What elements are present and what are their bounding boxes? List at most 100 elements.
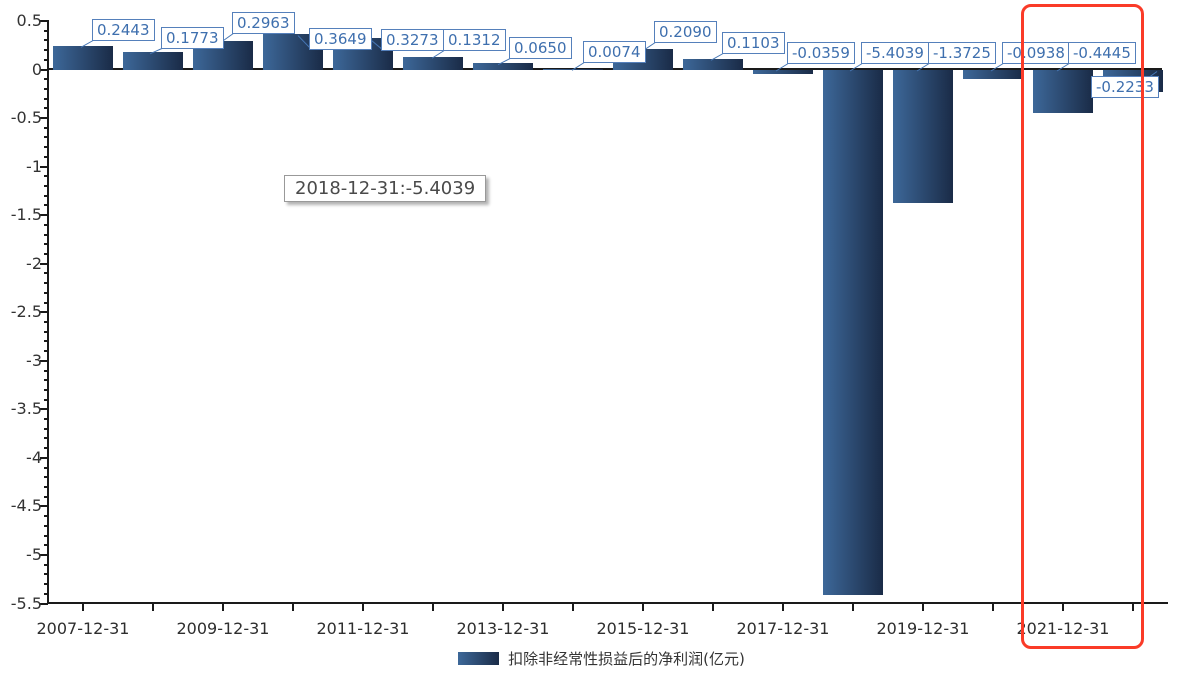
value-label: 0.0074: [583, 41, 646, 63]
y-tick: [40, 262, 48, 265]
value-label: 0.3649: [309, 28, 372, 50]
y-tick: [40, 19, 48, 22]
x-axis-tick-label: 2013-12-31: [456, 619, 550, 638]
bar[interactable]: [53, 45, 113, 71]
value-label: 0.2963: [232, 12, 295, 34]
y-tick: [44, 39, 48, 42]
y-tick: [44, 136, 48, 139]
bar[interactable]: [123, 52, 183, 71]
y-tick: [44, 291, 48, 294]
bar[interactable]: [823, 70, 883, 595]
y-axis-tick-label: -5: [26, 545, 42, 564]
x-axis-tick-label: 2007-12-31: [36, 619, 130, 638]
y-tick: [44, 58, 48, 61]
y-tick: [44, 573, 48, 576]
y-tick: [44, 175, 48, 178]
y-tick: [44, 126, 48, 129]
y-tick: [44, 185, 48, 188]
value-label: 0.3273: [381, 29, 444, 51]
x-axis-tick-label: 2009-12-31: [176, 619, 270, 638]
y-axis-tick-label: -4.5: [10, 496, 42, 516]
bar[interactable]: [473, 63, 533, 71]
y-tick: [44, 369, 48, 372]
bar[interactable]: [543, 68, 603, 71]
bar[interactable]: [403, 56, 463, 71]
legend[interactable]: 扣除非经常性损益后的净利润(亿元): [0, 648, 1203, 669]
value-label: 0.1103: [722, 32, 785, 54]
y-tick: [44, 155, 48, 158]
y-tick: [44, 476, 48, 479]
y-axis-tick-label: -3: [26, 350, 42, 370]
x-tick: [852, 603, 854, 611]
y-tick: [44, 320, 48, 323]
x-tick: [922, 603, 924, 611]
x-tick: [362, 603, 364, 611]
y-tick: [44, 350, 48, 353]
tooltip: 2018-12-31:-5.4039: [284, 175, 487, 202]
value-label: -0.0938: [1002, 42, 1070, 64]
y-tick: [40, 602, 48, 605]
y-tick: [40, 554, 48, 556]
x-axis-line: [47, 602, 1168, 604]
x-axis-tick-label: 2015-12-31: [596, 619, 690, 638]
x-tick: [782, 603, 784, 611]
x-tick: [292, 603, 294, 611]
y-tick: [44, 223, 48, 226]
x-tick: [222, 603, 224, 611]
value-label: -0.0359: [787, 42, 855, 64]
bar[interactable]: [753, 70, 813, 74]
y-tick: [44, 107, 48, 110]
y-tick: [40, 408, 48, 411]
bar[interactable]: [963, 70, 1023, 80]
y-tick: [44, 29, 48, 32]
y-axis-tick-label: -3.5: [10, 399, 42, 419]
x-tick: [572, 603, 574, 611]
y-tick: [44, 97, 48, 100]
y-tick: [44, 204, 48, 207]
y-axis-tick-label: -2: [26, 253, 42, 273]
y-tick: [44, 524, 48, 527]
y-axis-tick-label: 0.5: [16, 10, 42, 30]
y-tick: [44, 146, 48, 149]
y-tick: [44, 330, 48, 333]
x-tick: [152, 603, 154, 611]
x-axis-tick-label: 2017-12-31: [736, 619, 830, 638]
y-axis-tick-label: -0.5: [10, 108, 42, 128]
x-tick: [82, 603, 84, 611]
y-axis-tick-label: -1: [26, 156, 42, 176]
zero-line: [48, 68, 1162, 70]
value-label: -0.2233: [1091, 76, 1159, 98]
y-tick: [44, 563, 48, 566]
y-tick: [40, 311, 48, 314]
y-tick: [44, 49, 48, 52]
y-tick: [40, 359, 48, 362]
y-axis-tick-label: -1.5: [10, 205, 42, 225]
x-tick: [1132, 603, 1134, 611]
y-axis-tick-label: -5.5: [10, 593, 42, 613]
y-tick: [44, 282, 48, 285]
x-tick: [992, 603, 994, 611]
bar[interactable]: [893, 70, 953, 204]
y-tick: [44, 87, 48, 90]
y-axis-tick-label: 0: [31, 59, 42, 79]
x-tick: [712, 603, 714, 611]
bar[interactable]: [683, 58, 743, 71]
y-axis-line: [47, 20, 49, 603]
y-tick: [44, 379, 48, 382]
legend-swatch-icon: [458, 652, 500, 665]
y-tick: [44, 301, 48, 304]
y-tick: [44, 233, 48, 236]
bar[interactable]: [1033, 70, 1093, 114]
y-tick: [40, 165, 48, 168]
y-tick: [40, 505, 48, 508]
value-label: -5.4039: [861, 42, 929, 64]
y-tick: [44, 495, 48, 498]
value-label: 0.1773: [161, 27, 224, 49]
y-tick: [44, 272, 48, 275]
x-tick: [1062, 603, 1064, 611]
y-tick: [44, 515, 48, 518]
x-axis-tick-label: 2019-12-31: [876, 619, 970, 638]
y-axis-tick-label: -4: [26, 447, 42, 467]
x-tick: [642, 603, 644, 611]
